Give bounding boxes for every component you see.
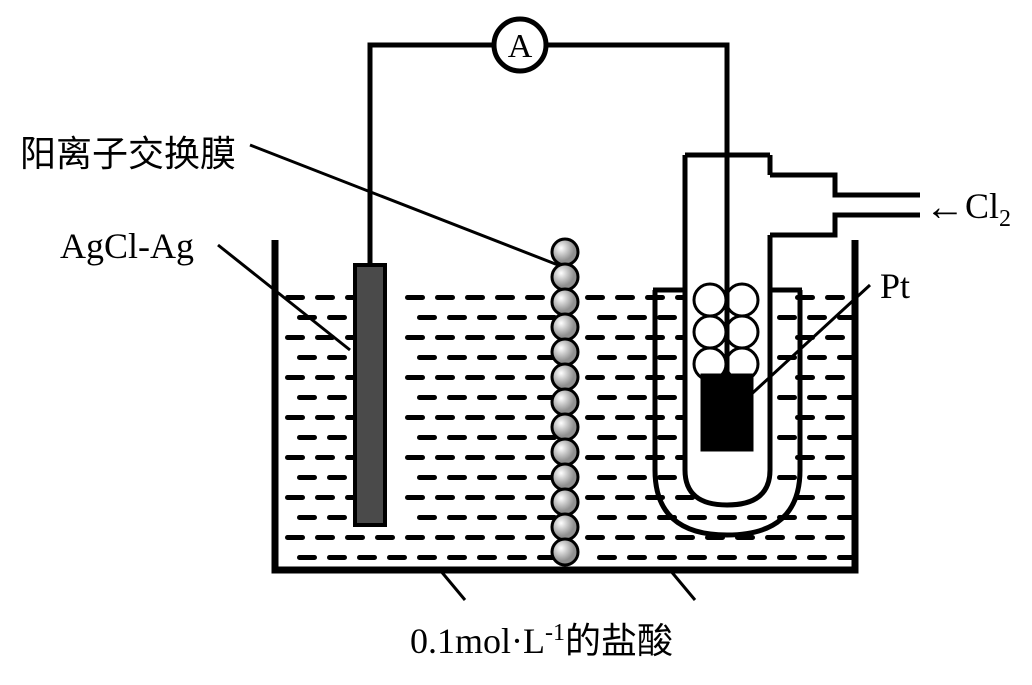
label-agcl-ag: AgCl-Ag	[60, 225, 194, 267]
pt-electrode	[702, 375, 752, 450]
pointer-electrolyte-right	[670, 570, 695, 600]
wire-right	[546, 45, 727, 155]
ammeter-label: A	[508, 28, 533, 65]
ion-exchange-membrane	[552, 239, 578, 565]
agcl-ag-electrode	[355, 265, 385, 525]
arrow-icon: ←	[925, 183, 965, 230]
diagram-svg: A	[0, 0, 1032, 680]
pointer-electrolyte-left	[440, 570, 465, 600]
label-electrolyte: 0.1mol·L-1的盐酸	[410, 612, 673, 664]
label-cl2: Cl2	[965, 185, 1011, 233]
pointer-membrane	[250, 145, 558, 265]
electrochemical-diagram: A AgCl-Ag 阳离子交换膜 Pt ← Cl2 0.1mol·L-1的盐酸	[0, 0, 1032, 680]
label-pt: Pt	[880, 265, 910, 307]
label-membrane: 阳离子交换膜	[20, 125, 236, 177]
